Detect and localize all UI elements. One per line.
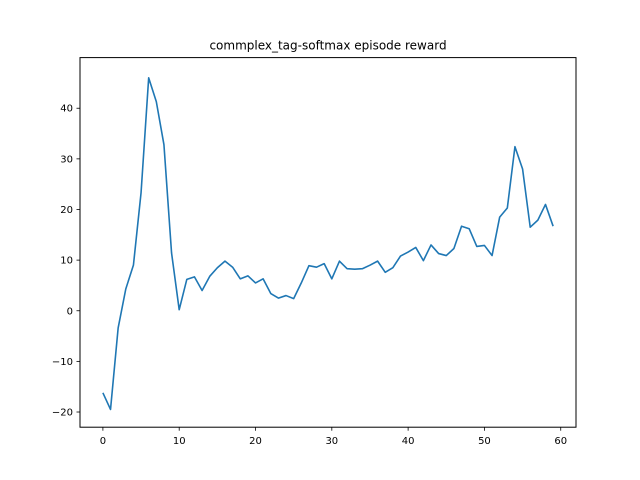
y-axis: −20 −10 0 10 20 30 40	[52, 104, 80, 419]
y-tick-label: 0	[67, 306, 73, 317]
y-tick-label: 30	[60, 154, 73, 165]
chart-title: commplex_tag-softmax episode reward	[209, 39, 446, 53]
x-tick-label: 40	[402, 436, 415, 447]
x-axis: 0 10 20 30 40 50 60	[100, 427, 567, 447]
plot-area	[79, 57, 577, 428]
x-tick-label: 0	[100, 436, 106, 447]
y-tick-label: 40	[60, 104, 73, 115]
x-tick-label: 10	[173, 436, 186, 447]
x-tick-label: 30	[325, 436, 338, 447]
series-line	[102, 77, 554, 411]
x-tick-label: 20	[249, 436, 262, 447]
y-tick-label: 20	[60, 205, 73, 216]
series-layer	[102, 77, 554, 411]
y-tick-label: 10	[60, 256, 73, 267]
y-tick-label: −20	[52, 408, 73, 419]
x-tick-label: 60	[554, 436, 567, 447]
x-tick-label: 50	[478, 436, 491, 447]
y-tick-label: −10	[52, 357, 73, 368]
